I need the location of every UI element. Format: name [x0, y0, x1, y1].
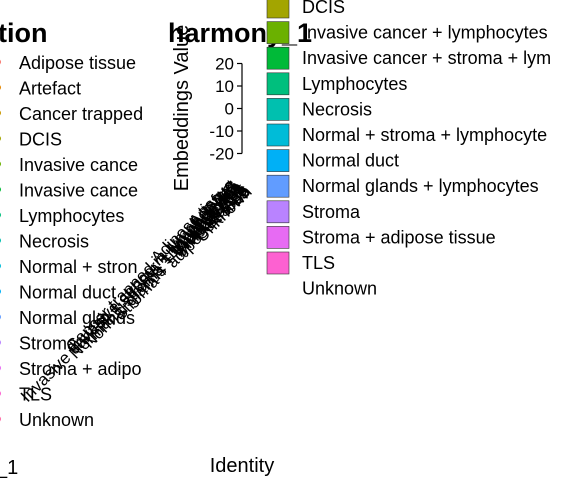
- y-tick-label: 0: [225, 100, 234, 119]
- legend-label: Necrosis: [302, 99, 372, 119]
- legend-key: [266, 46, 290, 70]
- legend-label: Stroma: [302, 202, 361, 222]
- legend-dot: [0, 314, 1, 320]
- left-legend-item: Invasive cance: [0, 181, 138, 201]
- legend-item: Normal + stroma + lymphocyte: [266, 123, 547, 147]
- y-axis: 20 10 0 -10 -20: [209, 55, 243, 164]
- y-tick-label: 20: [215, 55, 234, 74]
- left-legend-label: Adipose tissue: [19, 53, 136, 73]
- legend-key: [266, 226, 290, 249]
- left-legend-label: Normal glands: [19, 308, 135, 328]
- legend-item: Normal glands + lymphocytes: [266, 174, 539, 198]
- legend-label: Stroma + adipose tissue: [302, 227, 496, 247]
- left-legend-label: DCIS: [19, 130, 62, 150]
- left-panel-x-fragment: _1: [0, 457, 18, 479]
- legend-label: Lymphocytes: [302, 74, 407, 94]
- left-legend-item: Stroma + adipo: [0, 359, 142, 379]
- legend-label: Normal + stroma + lymphocyte: [302, 125, 547, 145]
- left-legend-label: Normal + stron: [19, 257, 138, 277]
- legend-key: [266, 72, 290, 96]
- legend-item: Invasive cancer + lymphocytes: [266, 21, 548, 44]
- legend-dot: [0, 365, 1, 371]
- legend-key: [266, 98, 290, 121]
- legend-item: DCIS: [266, 0, 345, 19]
- legend-dot: [0, 289, 1, 294]
- left-legend-label: Stroma + adipo: [19, 359, 142, 379]
- left-legend-item: Cancer trapped: [0, 104, 143, 124]
- legend-dot: [0, 136, 1, 141]
- left-legend-label: Invasive cance: [19, 155, 138, 175]
- left-legend-item: Stroma: [0, 334, 78, 354]
- legend-key: [266, 200, 290, 224]
- y-tick-label: -20: [209, 145, 234, 164]
- left-legend-item: Unknown: [0, 410, 94, 430]
- legend-item: Normal duct: [266, 149, 399, 172]
- legend-dot: [0, 340, 1, 345]
- left-legend-label: Unknown: [19, 410, 94, 430]
- left-legend-label: Necrosis: [19, 232, 89, 252]
- y-tick-label: -10: [209, 122, 234, 141]
- legend-key: [266, 149, 290, 172]
- legend-dot: [0, 212, 1, 218]
- legend-key: [266, 21, 290, 44]
- legend-dot: [0, 161, 1, 167]
- legend-dot: [0, 85, 1, 90]
- legend-item: Necrosis: [266, 98, 372, 121]
- x-axis-label: Identity: [210, 455, 274, 477]
- legend-label: Normal duct: [302, 151, 399, 171]
- left-legend-item: Normal + stron: [0, 257, 138, 277]
- left-legend-item: TLS: [0, 385, 52, 405]
- left-legend: Adipose tissue Artefact Cancer trapped DCIS…: [0, 53, 143, 430]
- left-legend-label: Normal duct: [19, 283, 116, 303]
- legend-item: Stroma + adipose tissue: [266, 226, 496, 249]
- legend-key: [266, 251, 290, 275]
- legend-dot: [0, 416, 1, 422]
- left-legend-label: Invasive cance: [19, 181, 138, 201]
- right-legend: DCIS Invasive cancer + lymphocytes Invasiv…: [266, 0, 551, 299]
- legend-item: Invasive cancer + stroma + lym: [266, 46, 551, 70]
- legend-dot: [0, 110, 1, 116]
- legend-key: [266, 123, 290, 147]
- legend-item: Unknown: [302, 279, 377, 299]
- left-legend-item: DCIS: [0, 130, 62, 150]
- legend-label: Invasive cancer + lymphocytes: [302, 23, 548, 43]
- legend-item: Lymphocytes: [266, 72, 407, 96]
- left-legend-label: Artefact: [19, 79, 81, 99]
- legend-dot: [0, 391, 1, 396]
- legend-dot: [0, 238, 1, 243]
- legend-dot: [0, 263, 1, 269]
- left-legend-item: Normal glands: [0, 308, 135, 328]
- left-legend-label: Stroma: [19, 334, 78, 354]
- left-legend-item: Lymphocytes: [0, 206, 124, 226]
- left-legend-label: Cancer trapped: [19, 104, 143, 124]
- left-legend-item: Normal duct: [0, 283, 116, 303]
- legend-label: TLS: [302, 253, 335, 273]
- left-legend-label: TLS: [19, 385, 52, 405]
- legend-dot: [0, 187, 1, 192]
- legend-label: Normal glands + lymphocytes: [302, 176, 539, 196]
- left-legend-label: Lymphocytes: [19, 206, 124, 226]
- y-axis-label: Embeddings Value: [171, 25, 193, 191]
- left-legend-item: Artefact: [0, 79, 81, 99]
- legend-key: [266, 174, 290, 198]
- legend-label: Unknown: [302, 279, 377, 299]
- left-legend-item: Invasive cance: [0, 155, 138, 175]
- legend-label: DCIS: [302, 0, 345, 17]
- left-legend-item: Necrosis: [0, 232, 89, 252]
- legend-label: Invasive cancer + stroma + lym: [302, 48, 551, 68]
- legend-key: [266, 0, 290, 19]
- y-tick-label: 10: [215, 77, 234, 96]
- left-legend-item: Adipose tissue: [0, 53, 136, 73]
- legend-item: Stroma: [266, 200, 361, 224]
- legend-item: TLS: [266, 251, 335, 275]
- left-panel-title: tion: [0, 18, 47, 48]
- legend-dot: [0, 59, 1, 65]
